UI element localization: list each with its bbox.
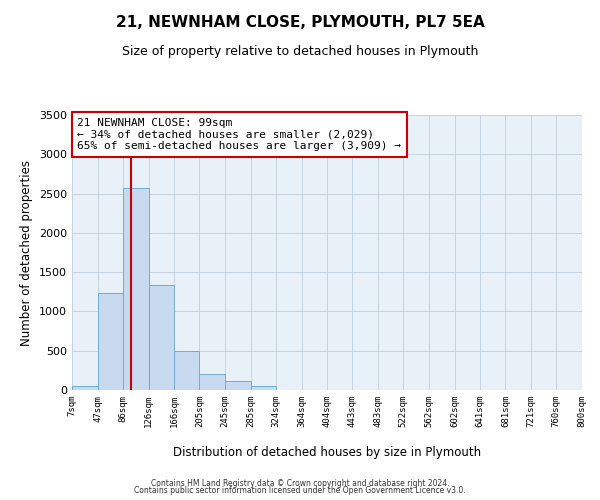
Text: Distribution of detached houses by size in Plymouth: Distribution of detached houses by size …: [173, 446, 481, 459]
Text: Size of property relative to detached houses in Plymouth: Size of property relative to detached ho…: [122, 45, 478, 58]
Text: Contains HM Land Registry data © Crown copyright and database right 2024.: Contains HM Land Registry data © Crown c…: [151, 478, 449, 488]
Bar: [149, 284, 174, 390]
Y-axis label: Number of detached properties: Number of detached properties: [20, 160, 34, 346]
Text: Contains public sector information licensed under the Open Government Licence v3: Contains public sector information licen…: [134, 486, 466, 495]
Bar: [225, 382, 251, 390]
Bar: [251, 386, 276, 390]
Bar: [72, 386, 98, 390]
Text: 21 NEWNHAM CLOSE: 99sqm
← 34% of detached houses are smaller (2,029)
65% of semi: 21 NEWNHAM CLOSE: 99sqm ← 34% of detache…: [77, 118, 401, 151]
Bar: [199, 374, 225, 390]
Text: 21, NEWNHAM CLOSE, PLYMOUTH, PL7 5EA: 21, NEWNHAM CLOSE, PLYMOUTH, PL7 5EA: [116, 15, 484, 30]
Bar: [174, 350, 199, 390]
Bar: [98, 294, 123, 390]
Bar: [123, 188, 149, 390]
